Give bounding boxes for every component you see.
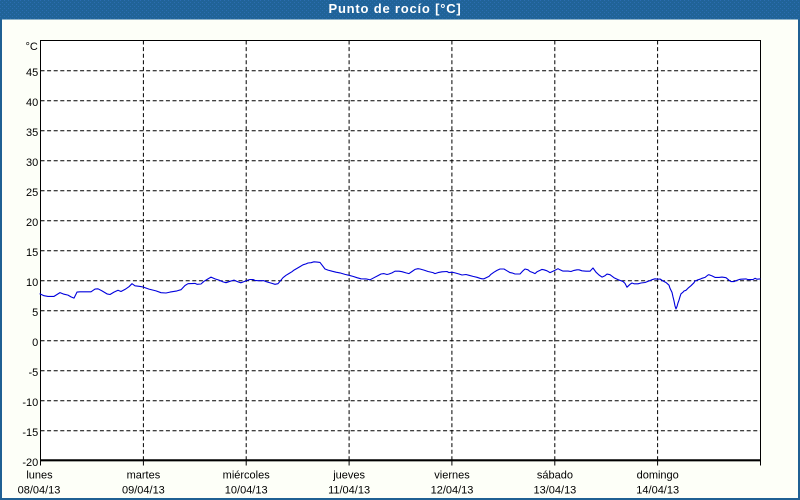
svg-text:-5: -5	[29, 367, 39, 379]
svg-text:0: 0	[32, 337, 38, 349]
svg-text:Punto de rocío [°C]: Punto de rocío [°C]	[328, 1, 461, 16]
svg-text:miércoles: miércoles	[223, 469, 271, 481]
svg-text:35: 35	[26, 127, 38, 139]
svg-text:10: 10	[26, 277, 38, 289]
svg-text:jueves: jueves	[332, 469, 365, 481]
svg-text:09/04/13: 09/04/13	[122, 484, 165, 496]
svg-text:10/04/13: 10/04/13	[225, 484, 268, 496]
svg-text:-15: -15	[22, 427, 38, 439]
svg-text:lunes: lunes	[26, 469, 53, 481]
svg-text:14/04/13: 14/04/13	[636, 484, 679, 496]
svg-text:40: 40	[26, 97, 38, 109]
svg-text:20: 20	[26, 217, 38, 229]
svg-text:45: 45	[26, 67, 38, 79]
svg-text:5: 5	[32, 307, 38, 319]
svg-text:11/04/13: 11/04/13	[328, 484, 370, 496]
svg-text:sábado: sábado	[537, 469, 573, 481]
svg-text:15: 15	[26, 247, 38, 259]
svg-text:°C: °C	[25, 41, 37, 53]
svg-text:13/04/13: 13/04/13	[533, 484, 576, 496]
svg-text:martes: martes	[127, 469, 161, 481]
svg-text:12/04/13: 12/04/13	[431, 484, 474, 496]
svg-text:domingo: domingo	[637, 469, 679, 481]
svg-text:-20: -20	[22, 457, 38, 469]
svg-text:viernes: viernes	[434, 469, 470, 481]
svg-text:08/04/13: 08/04/13	[18, 484, 61, 496]
svg-text:-10: -10	[22, 397, 38, 409]
svg-text:30: 30	[26, 157, 38, 169]
svg-text:25: 25	[26, 187, 38, 199]
